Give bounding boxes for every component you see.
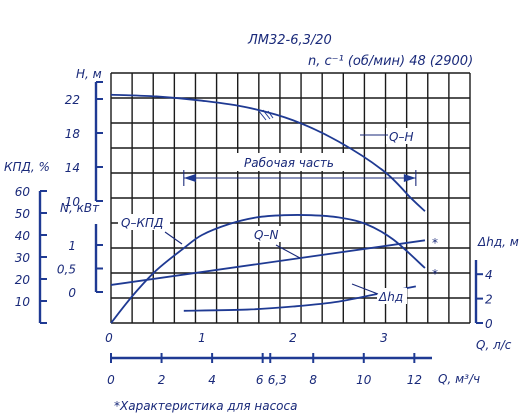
q-h-hatch-marks	[257, 109, 274, 121]
kpd-tick-label: 60	[15, 185, 31, 199]
q-m3h-tick-label: 0	[107, 373, 115, 387]
axes	[38, 81, 483, 363]
label-q-n: Q–N	[254, 228, 278, 242]
working-range-label: Рабочая часть	[244, 156, 334, 170]
q-m3h-tick-label: 8	[309, 373, 317, 387]
curve-q-n	[110, 239, 426, 286]
n-tick-label: 0	[68, 286, 76, 300]
label-npsh: Δhд	[378, 290, 403, 304]
kpd-tick-label: 20	[15, 273, 31, 287]
kpd-tick-label: 40	[15, 229, 31, 243]
q-ls-tick-label: 3	[380, 331, 388, 345]
curves	[110, 93, 426, 324]
kpd-axis-label: КПД, %	[4, 160, 50, 174]
q-m3h-tick-label: 2	[158, 373, 166, 387]
star-mark-1: *	[432, 236, 438, 250]
h-tick-label: 22	[65, 93, 80, 107]
q-m3h-tick-label: 4	[208, 373, 216, 387]
h-tick-label: 18	[65, 127, 81, 141]
h-tick-label: 14	[65, 161, 80, 175]
q-m3h-tick-label: 6,3	[268, 373, 287, 387]
n-axis-label: N, кВт	[60, 201, 100, 215]
curve-labels: Q–H Q–КПД Q–N Δhд	[118, 128, 420, 304]
npsh-tick-label: 2	[485, 293, 493, 307]
footnote: *Характеристика для насоса	[114, 399, 297, 413]
kpd-tick-label: 30	[15, 251, 31, 265]
h-tick-label: 10	[65, 195, 81, 209]
chart-grid	[110, 72, 471, 324]
kpd-tick-label: 50	[15, 207, 31, 221]
n-tick-label: 1	[68, 239, 76, 253]
chart-title: ЛМ32-6,3/20	[247, 33, 332, 48]
q-ls-tick-label: 2	[289, 331, 297, 345]
label-q-kpd: Q–КПД	[121, 216, 163, 230]
npsh-axis-label: Δhд, м	[477, 235, 519, 249]
h-axis-label: H, м	[76, 67, 102, 81]
curve-q-kpd	[110, 214, 426, 324]
q-m3h-axis-label: Q, м³/ч	[438, 372, 480, 386]
q-ls-tick-label: 0	[105, 331, 113, 345]
n-tick-label: 0,5	[57, 263, 76, 277]
q-ls-axis-label: Q, л/с	[476, 338, 512, 352]
npsh-tick-label: 4	[485, 268, 493, 282]
q-m3h-tick-label: 6	[256, 373, 264, 387]
label-q-h: Q–H	[389, 130, 413, 144]
kpd-tick-label: 10	[15, 295, 31, 309]
q-ls-tick-label: 1	[198, 331, 206, 345]
curve-q-h	[110, 93, 426, 212]
npsh-tick-label: 0	[485, 317, 493, 331]
working-range-arrow: Рабочая часть	[183, 153, 417, 186]
q-m3h-tick-label: 10	[356, 373, 372, 387]
chart-subtitle: n, c⁻¹ (об/мин) 48 (2900)	[308, 54, 473, 69]
q-m3h-tick-label: 12	[407, 373, 422, 387]
star-mark-2: *	[432, 267, 438, 281]
